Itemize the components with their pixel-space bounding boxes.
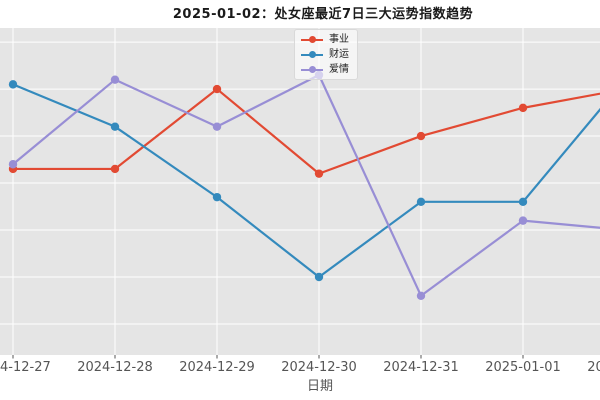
x-tick-label: 2024-12-30 bbox=[281, 360, 357, 375]
data-point-love bbox=[8, 160, 18, 169]
data-point-love bbox=[110, 75, 120, 84]
data-point-love bbox=[416, 291, 426, 301]
data-point-career bbox=[110, 164, 120, 174]
plot-area bbox=[0, 28, 600, 355]
data-point-career bbox=[416, 131, 426, 141]
data-point-wealth bbox=[8, 80, 18, 89]
legend-dot-swatch bbox=[308, 66, 316, 73]
x-tick-label: 2024-12-28 bbox=[77, 360, 153, 375]
x-tick-label: 2025-01-02 bbox=[587, 360, 600, 375]
chart-title: 2025-01-02：处女座最近7日三大运势指数趋势 bbox=[172, 7, 474, 22]
data-point-love bbox=[518, 216, 528, 225]
data-point-wealth bbox=[110, 122, 120, 131]
x-tick-label: 2024-12-27 bbox=[0, 360, 51, 375]
legend-dot-swatch bbox=[308, 51, 316, 58]
data-point-wealth bbox=[314, 272, 324, 282]
x-tick-label: 2025-01-01 bbox=[485, 360, 561, 375]
legend-label: 爱情 bbox=[329, 64, 349, 75]
x-axis-label: 日期 bbox=[306, 379, 333, 394]
data-point-career bbox=[212, 84, 222, 94]
data-point-wealth bbox=[518, 197, 528, 207]
data-point-wealth bbox=[416, 197, 426, 207]
legend-label: 事业 bbox=[329, 34, 349, 45]
legend-marker-icon bbox=[301, 35, 323, 44]
legend-marker-icon bbox=[301, 65, 323, 74]
data-point-career bbox=[518, 103, 528, 113]
data-point-career bbox=[314, 169, 324, 178]
legend-dot-swatch bbox=[308, 36, 316, 43]
x-tick-label: 2024-12-31 bbox=[383, 360, 459, 375]
data-point-love bbox=[212, 122, 222, 131]
data-point-wealth bbox=[212, 192, 222, 202]
legend-marker-icon bbox=[301, 50, 323, 59]
legend-label: 财运 bbox=[329, 49, 349, 60]
legend-item-career: 事业 bbox=[301, 33, 349, 46]
x-tick-label: 2024-12-29 bbox=[179, 360, 255, 375]
legend: 事业 财运 爱情 bbox=[294, 29, 358, 80]
legend-item-wealth: 财运 bbox=[301, 48, 349, 61]
legend-item-love: 爱情 bbox=[301, 63, 349, 76]
